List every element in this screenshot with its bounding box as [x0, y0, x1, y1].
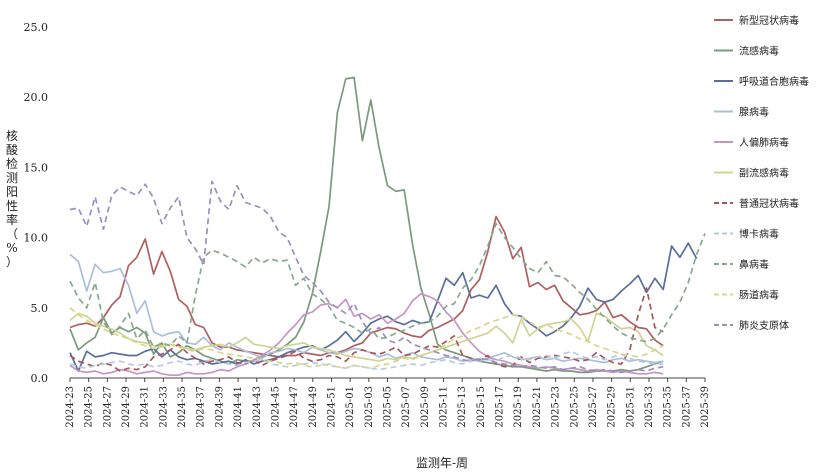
x-tick-label: 2025-09: [420, 386, 431, 428]
x-tick-label: 2025-23: [551, 386, 562, 428]
legend-label: 副流感病毒: [739, 167, 789, 180]
x-tick-label: 2024-33: [158, 386, 169, 428]
series-line-4: [69, 253, 664, 364]
x-tick-label: 2025-29: [607, 386, 618, 428]
y-tick-label: 0.0: [31, 372, 49, 385]
legend-label: 新型冠状病毒: [739, 14, 799, 27]
x-tick-label: 2024-47: [289, 386, 300, 428]
x-tick-label: 2024-43: [252, 386, 263, 428]
legend-label: 肺炎支原体: [739, 320, 789, 332]
y-tick-label: 20.0: [24, 91, 49, 104]
legend-label: 肠道病毒: [739, 289, 779, 302]
x-tick-label: 2025-21: [532, 386, 543, 428]
x-tick-label: 2025-37: [681, 386, 692, 428]
x-tick-label: 2024-49: [308, 386, 319, 428]
series-line-7: [69, 287, 664, 372]
legend-label: 腺病毒: [739, 106, 769, 119]
legend-label: 鼻病毒: [739, 258, 769, 271]
x-axis-title: 监测年-周: [416, 456, 468, 470]
x-tick-label: 2024-27: [102, 386, 113, 428]
series-line-9: [69, 222, 706, 348]
x-tick-label: 2024-41: [233, 386, 244, 428]
legend-label: 流感病毒: [739, 45, 779, 58]
x-tick-label: 2024-39: [214, 386, 225, 428]
series-line-1: [69, 215, 664, 358]
x-tick-label: 2025-19: [513, 386, 524, 428]
legend-label: 呼吸道合胞病毒: [739, 75, 809, 88]
x-tick-label: 2024-35: [177, 386, 188, 428]
legend-label: 人偏肺病毒: [739, 136, 789, 149]
y-tick-label: 5.0: [31, 302, 49, 315]
x-tick-label: 2025-03: [364, 386, 375, 428]
series-line-11: [69, 180, 664, 374]
y-axis-title: 核酸检测阳性率（%）: [6, 129, 18, 269]
x-tick-label: 2025-33: [644, 386, 655, 428]
x-tick-label: 2024-29: [121, 386, 132, 428]
legend-label: 普通冠状病毒: [739, 197, 799, 210]
x-tick-label: 2025-01: [345, 386, 356, 428]
x-tick-label: 2025-13: [457, 386, 468, 428]
x-tick-label: 2025-25: [569, 386, 580, 428]
legend-label: 博卡病毒: [739, 228, 779, 241]
x-tick-label: 2024-45: [270, 386, 281, 428]
x-tick-label: 2024-31: [140, 386, 151, 428]
x-tick-label: 2025-05: [383, 386, 394, 428]
y-tick-label: 15.0: [24, 161, 49, 174]
x-tick-label: 2025-39: [700, 386, 711, 428]
y-tick-label: 10.0: [24, 232, 49, 245]
x-tick-label: 2025-35: [663, 386, 674, 428]
y-axis-ticks: 0.0 5.0 10.0 15.0 20.0 25.0: [24, 21, 49, 385]
x-tick-label: 2025-15: [476, 386, 487, 428]
x-tick-label: 2024-37: [196, 386, 207, 428]
x-tick-label: 2024-25: [84, 386, 95, 428]
series-line-3: [69, 242, 698, 372]
x-tick-label: 2025-07: [401, 386, 412, 428]
x-tick-label: 2024-51: [326, 386, 337, 428]
series-line-10: [69, 307, 664, 370]
x-tick-label: 2025-17: [495, 386, 506, 428]
x-axis-ticks: 2024-23 2024-25 2024-27 2024-29 2024-31 2024-…: [65, 378, 711, 428]
series-line-2: [69, 76, 664, 374]
y-tick-label: 25.0: [24, 21, 49, 34]
x-tick-label: 2025-31: [625, 386, 636, 428]
legend: 新型冠状病毒流感病毒呼吸道合胞病毒腺病毒人偏肺病毒副流感病毒普通冠状病毒博卡病毒…: [714, 14, 809, 332]
x-tick-label: 2025-11: [439, 386, 450, 428]
series-lines: [69, 76, 706, 377]
x-tick-label: 2025-27: [588, 386, 599, 428]
x-tick-label: 2024-23: [65, 386, 76, 428]
